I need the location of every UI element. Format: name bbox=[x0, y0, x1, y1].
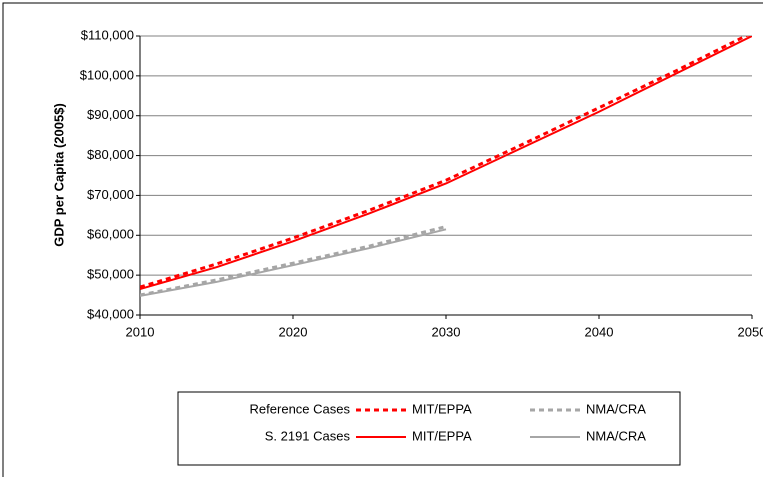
series bbox=[140, 225, 447, 297]
x-tick-label: 2030 bbox=[432, 324, 461, 339]
y-tick-label: $90,000 bbox=[87, 107, 134, 122]
legend-group-label: S. 2191 Cases bbox=[265, 428, 351, 443]
x-tick-label: 2050 bbox=[738, 324, 763, 339]
legend-box bbox=[177, 391, 681, 466]
y-tick-label: $80,000 bbox=[87, 147, 134, 162]
series-line bbox=[140, 225, 447, 297]
y-tick-label: $50,000 bbox=[87, 267, 134, 282]
series bbox=[140, 36, 749, 289]
y-tick-label: $40,000 bbox=[87, 306, 134, 321]
y-tick-label: $110,000 bbox=[81, 27, 134, 42]
series-line bbox=[140, 36, 749, 289]
legend-group-label: Reference Cases bbox=[250, 401, 351, 416]
y-tick-label: $70,000 bbox=[87, 187, 134, 202]
series-line bbox=[140, 36, 752, 291]
x-tick-label: 2020 bbox=[279, 324, 308, 339]
y-tick-label: $60,000 bbox=[87, 227, 134, 242]
series-line bbox=[140, 228, 447, 297]
y-axis-label: GDP per Capita (2005$) bbox=[51, 103, 66, 247]
legend-label: MIT/EPPA bbox=[412, 401, 472, 416]
series bbox=[140, 228, 447, 297]
legend-label: NMA/CRA bbox=[586, 428, 646, 443]
x-tick-label: 2010 bbox=[126, 324, 155, 339]
x-tick-label: 2040 bbox=[585, 324, 614, 339]
legend-label: MIT/EPPA bbox=[412, 428, 472, 443]
series bbox=[140, 36, 752, 291]
legend-label: NMA/CRA bbox=[586, 401, 646, 416]
y-tick-label: $100,000 bbox=[80, 67, 134, 82]
